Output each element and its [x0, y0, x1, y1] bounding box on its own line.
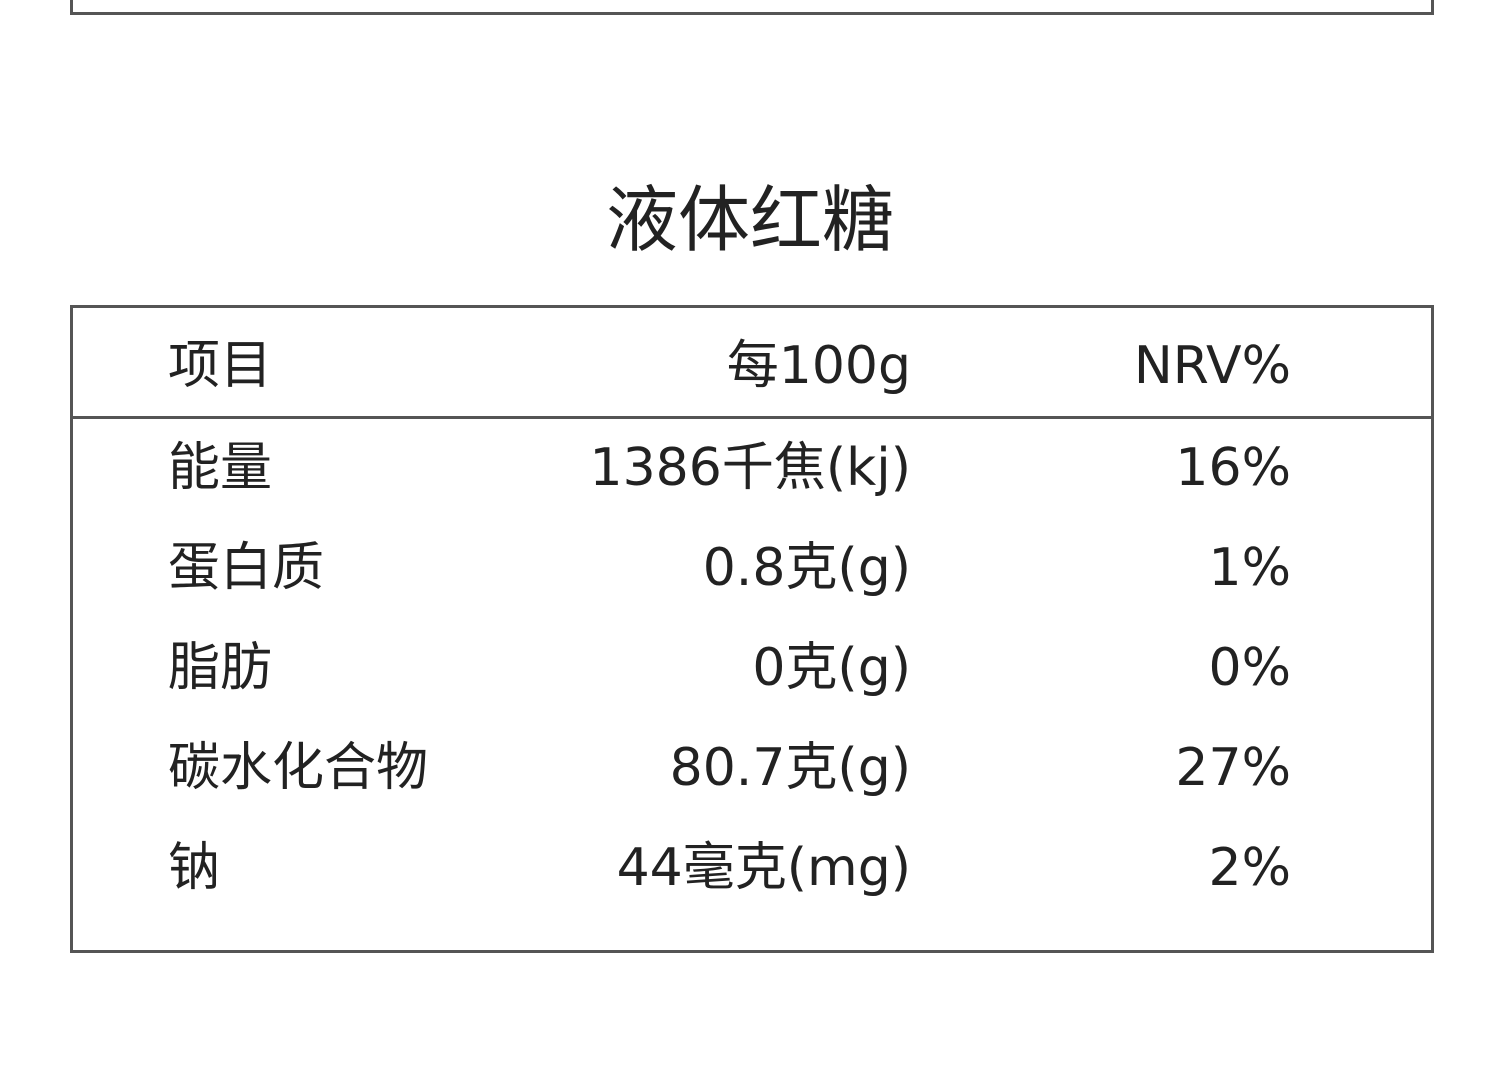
previous-panel	[70, 0, 1434, 15]
title: 液体红糖	[605, 178, 894, 262]
nutrition-table: 项目 每100g NRV% 能量 1386千焦(kj) 16% 蛋白质 0.8克(g) 1% 脂肪…	[70, 305, 1434, 953]
cell: 0克(g)	[752, 638, 911, 698]
cell: 27%	[1175, 738, 1291, 798]
cell: 2%	[1208, 838, 1292, 898]
cell: 蛋白质	[168, 538, 325, 598]
table-row: 蛋白质 0.8克(g) 1%	[73, 518, 1431, 618]
cell: 脂肪	[168, 638, 273, 698]
cell: 44毫克(mg)	[616, 838, 911, 898]
table-row: 碳水化合物 80.7克(g) 27%	[73, 718, 1431, 818]
cell: NRV%	[1133, 336, 1291, 396]
header-row: 项目 每100g NRV%	[73, 316, 1431, 416]
cell: 每100g	[726, 336, 911, 396]
cell: 0%	[1208, 638, 1292, 698]
table-row: 钠 44毫克(mg) 2%	[73, 818, 1431, 918]
header-divider	[73, 416, 1431, 419]
cell: 1%	[1208, 538, 1292, 598]
cell: 能量	[168, 438, 273, 498]
table-row: 脂肪 0克(g) 0%	[73, 618, 1431, 718]
cell: 0.8克(g)	[702, 538, 911, 598]
cell: 16%	[1175, 438, 1291, 498]
cell: 钠	[168, 838, 221, 898]
cell: 碳水化合物	[168, 738, 429, 798]
cell: 80.7克(g)	[669, 738, 911, 798]
cell: 项目	[168, 336, 273, 396]
table-row: 能量 1386千焦(kj) 16%	[73, 418, 1431, 518]
cell: 1386千焦(kj)	[589, 438, 911, 498]
